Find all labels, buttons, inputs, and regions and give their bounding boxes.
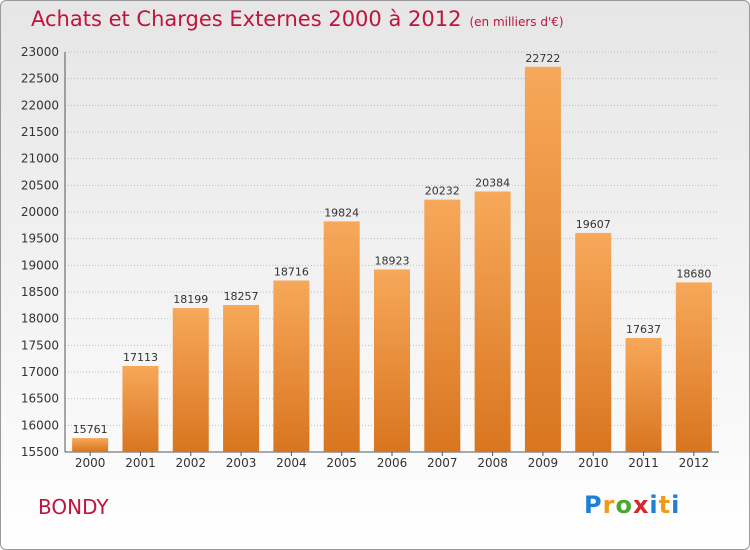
bar	[72, 438, 109, 452]
proxiti-logo: Proxiti	[584, 491, 680, 519]
chart-title: Achats et Charges Externes 2000 à 2012 (e…	[31, 7, 564, 31]
x-tick-label: 2004	[276, 456, 307, 470]
y-tick-label: 19500	[21, 232, 59, 246]
data-label: 18257	[224, 290, 259, 303]
data-label: 18923	[375, 254, 410, 267]
bar	[625, 338, 662, 452]
x-tick-label: 2007	[427, 456, 458, 470]
y-tick-label: 16500	[21, 392, 59, 406]
chart-title-text: Achats et Charges Externes 2000 à 2012	[31, 7, 462, 31]
bar	[122, 365, 159, 452]
city-name: BONDY	[38, 495, 109, 519]
x-tick-label: 2000	[75, 456, 106, 470]
x-tick-label: 2009	[528, 456, 559, 470]
bar	[474, 191, 511, 452]
bar	[524, 66, 561, 453]
x-tick-label: 2010	[578, 456, 609, 470]
bar	[223, 304, 260, 452]
data-label: 18199	[173, 293, 208, 306]
logo-letter: r	[602, 491, 616, 519]
x-tick-label: 2003	[226, 456, 257, 470]
y-tick-label: 19000	[21, 258, 59, 272]
bar	[374, 269, 410, 452]
y-tick-label: 18000	[21, 312, 59, 326]
data-label: 19824	[324, 206, 359, 219]
data-label: 18716	[274, 265, 309, 278]
data-label: 17113	[123, 351, 158, 364]
bar	[273, 280, 310, 452]
logo-letter: P	[584, 491, 603, 519]
bar	[424, 199, 461, 452]
chart-subtitle: (en milliers d'€)	[469, 15, 564, 29]
y-tick-label: 17500	[21, 338, 59, 352]
x-tick-label: 2012	[679, 456, 710, 470]
x-tick-label: 2002	[175, 456, 206, 470]
data-label: 19607	[576, 218, 611, 231]
bar	[323, 221, 360, 452]
x-tick-label: 2005	[326, 456, 357, 470]
y-tick-label: 16000	[21, 418, 59, 432]
data-label: 20232	[425, 185, 460, 198]
bar	[575, 232, 612, 452]
logo-letter: t	[658, 491, 672, 519]
logo-letter: x	[632, 491, 650, 519]
y-tick-label: 22500	[21, 72, 59, 86]
y-tick-label: 15500	[21, 445, 59, 459]
y-tick-label: 17000	[21, 365, 59, 379]
logo-letter: i	[671, 491, 681, 519]
bar	[172, 308, 209, 452]
x-tick-label: 2006	[377, 456, 408, 470]
data-label: 17637	[626, 323, 661, 336]
logo-letter: i	[649, 491, 659, 519]
data-label: 20384	[475, 177, 510, 190]
y-tick-label: 21500	[21, 125, 59, 139]
bar	[675, 282, 712, 452]
y-tick-label: 20000	[21, 205, 59, 219]
x-tick-label: 2008	[477, 456, 508, 470]
y-tick-label: 18500	[21, 285, 59, 299]
y-tick-label: 23000	[21, 45, 59, 59]
x-tick-label: 2011	[628, 456, 659, 470]
data-label: 22722	[525, 52, 560, 65]
logo-letter: o	[615, 491, 633, 519]
x-tick-label: 2001	[125, 456, 156, 470]
data-label: 18680	[676, 267, 711, 280]
y-tick-label: 20500	[21, 178, 59, 192]
data-label: 15761	[73, 423, 108, 436]
y-tick-label: 21000	[21, 152, 59, 166]
y-tick-label: 22000	[21, 98, 59, 112]
